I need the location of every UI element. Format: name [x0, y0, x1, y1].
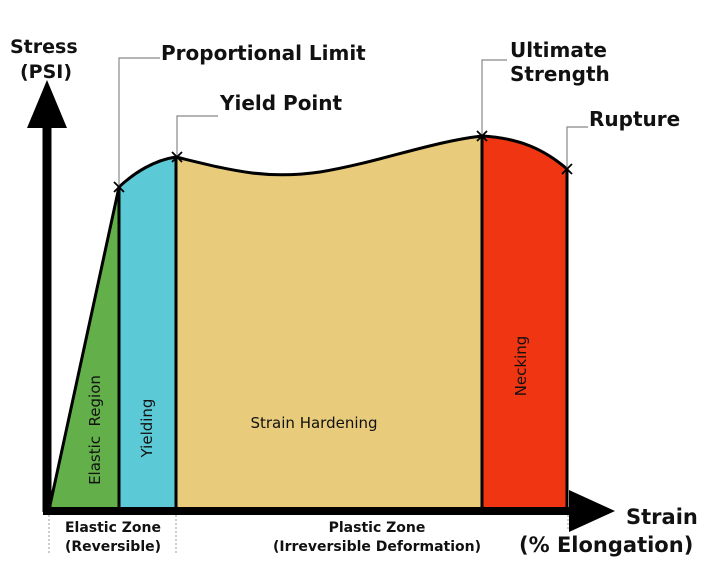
yield-point-marker — [171, 151, 183, 163]
elastic-zone-label-line2: (Reversible) — [65, 539, 161, 555]
leader-rupture — [566, 126, 588, 169]
ultimate-strength-label-line2: Strength — [510, 62, 610, 86]
strain-hardening-label: Strain Hardening — [250, 414, 377, 432]
yielding-region-label: Yielding — [138, 399, 156, 459]
rupture-label: Rupture — [589, 107, 680, 131]
elastic-zone-label-line1: Elastic Zone — [65, 520, 161, 536]
leader-ultimate-strength — [481, 59, 507, 136]
x-axis-label-line2: (% Elongation) — [519, 533, 693, 557]
ultimate-strength-label-line1: Ultimate — [510, 38, 607, 62]
plastic-zone-label-line2: (Irreversible Deformation) — [273, 539, 481, 555]
y-axis-arrow — [27, 80, 67, 128]
necking-region — [482, 136, 567, 510]
leader-yield-point — [176, 115, 218, 156]
rupture-marker — [561, 163, 573, 175]
necking-label: Necking — [512, 336, 530, 397]
ultimate-strength-marker — [476, 130, 488, 142]
yielding-region — [119, 157, 176, 510]
y-axis-label-line2: (PSI) — [20, 61, 72, 83]
proportional-limit-marker — [113, 181, 125, 193]
leader-proportional-limit — [118, 57, 160, 187]
x-axis-arrow — [569, 490, 615, 532]
elastic-region-label: Elastic Region — [86, 375, 104, 485]
strain-hardening-region — [176, 136, 482, 510]
proportional-limit-label: Proportional Limit — [161, 41, 366, 65]
yield-point-label: Yield Point — [219, 91, 343, 115]
plastic-zone-label-line1: Plastic Zone — [329, 520, 426, 536]
y-axis-label-line1: Stress — [10, 36, 78, 58]
x-axis-label-line1: Strain — [626, 505, 698, 529]
curve-outline — [47, 134, 569, 511]
